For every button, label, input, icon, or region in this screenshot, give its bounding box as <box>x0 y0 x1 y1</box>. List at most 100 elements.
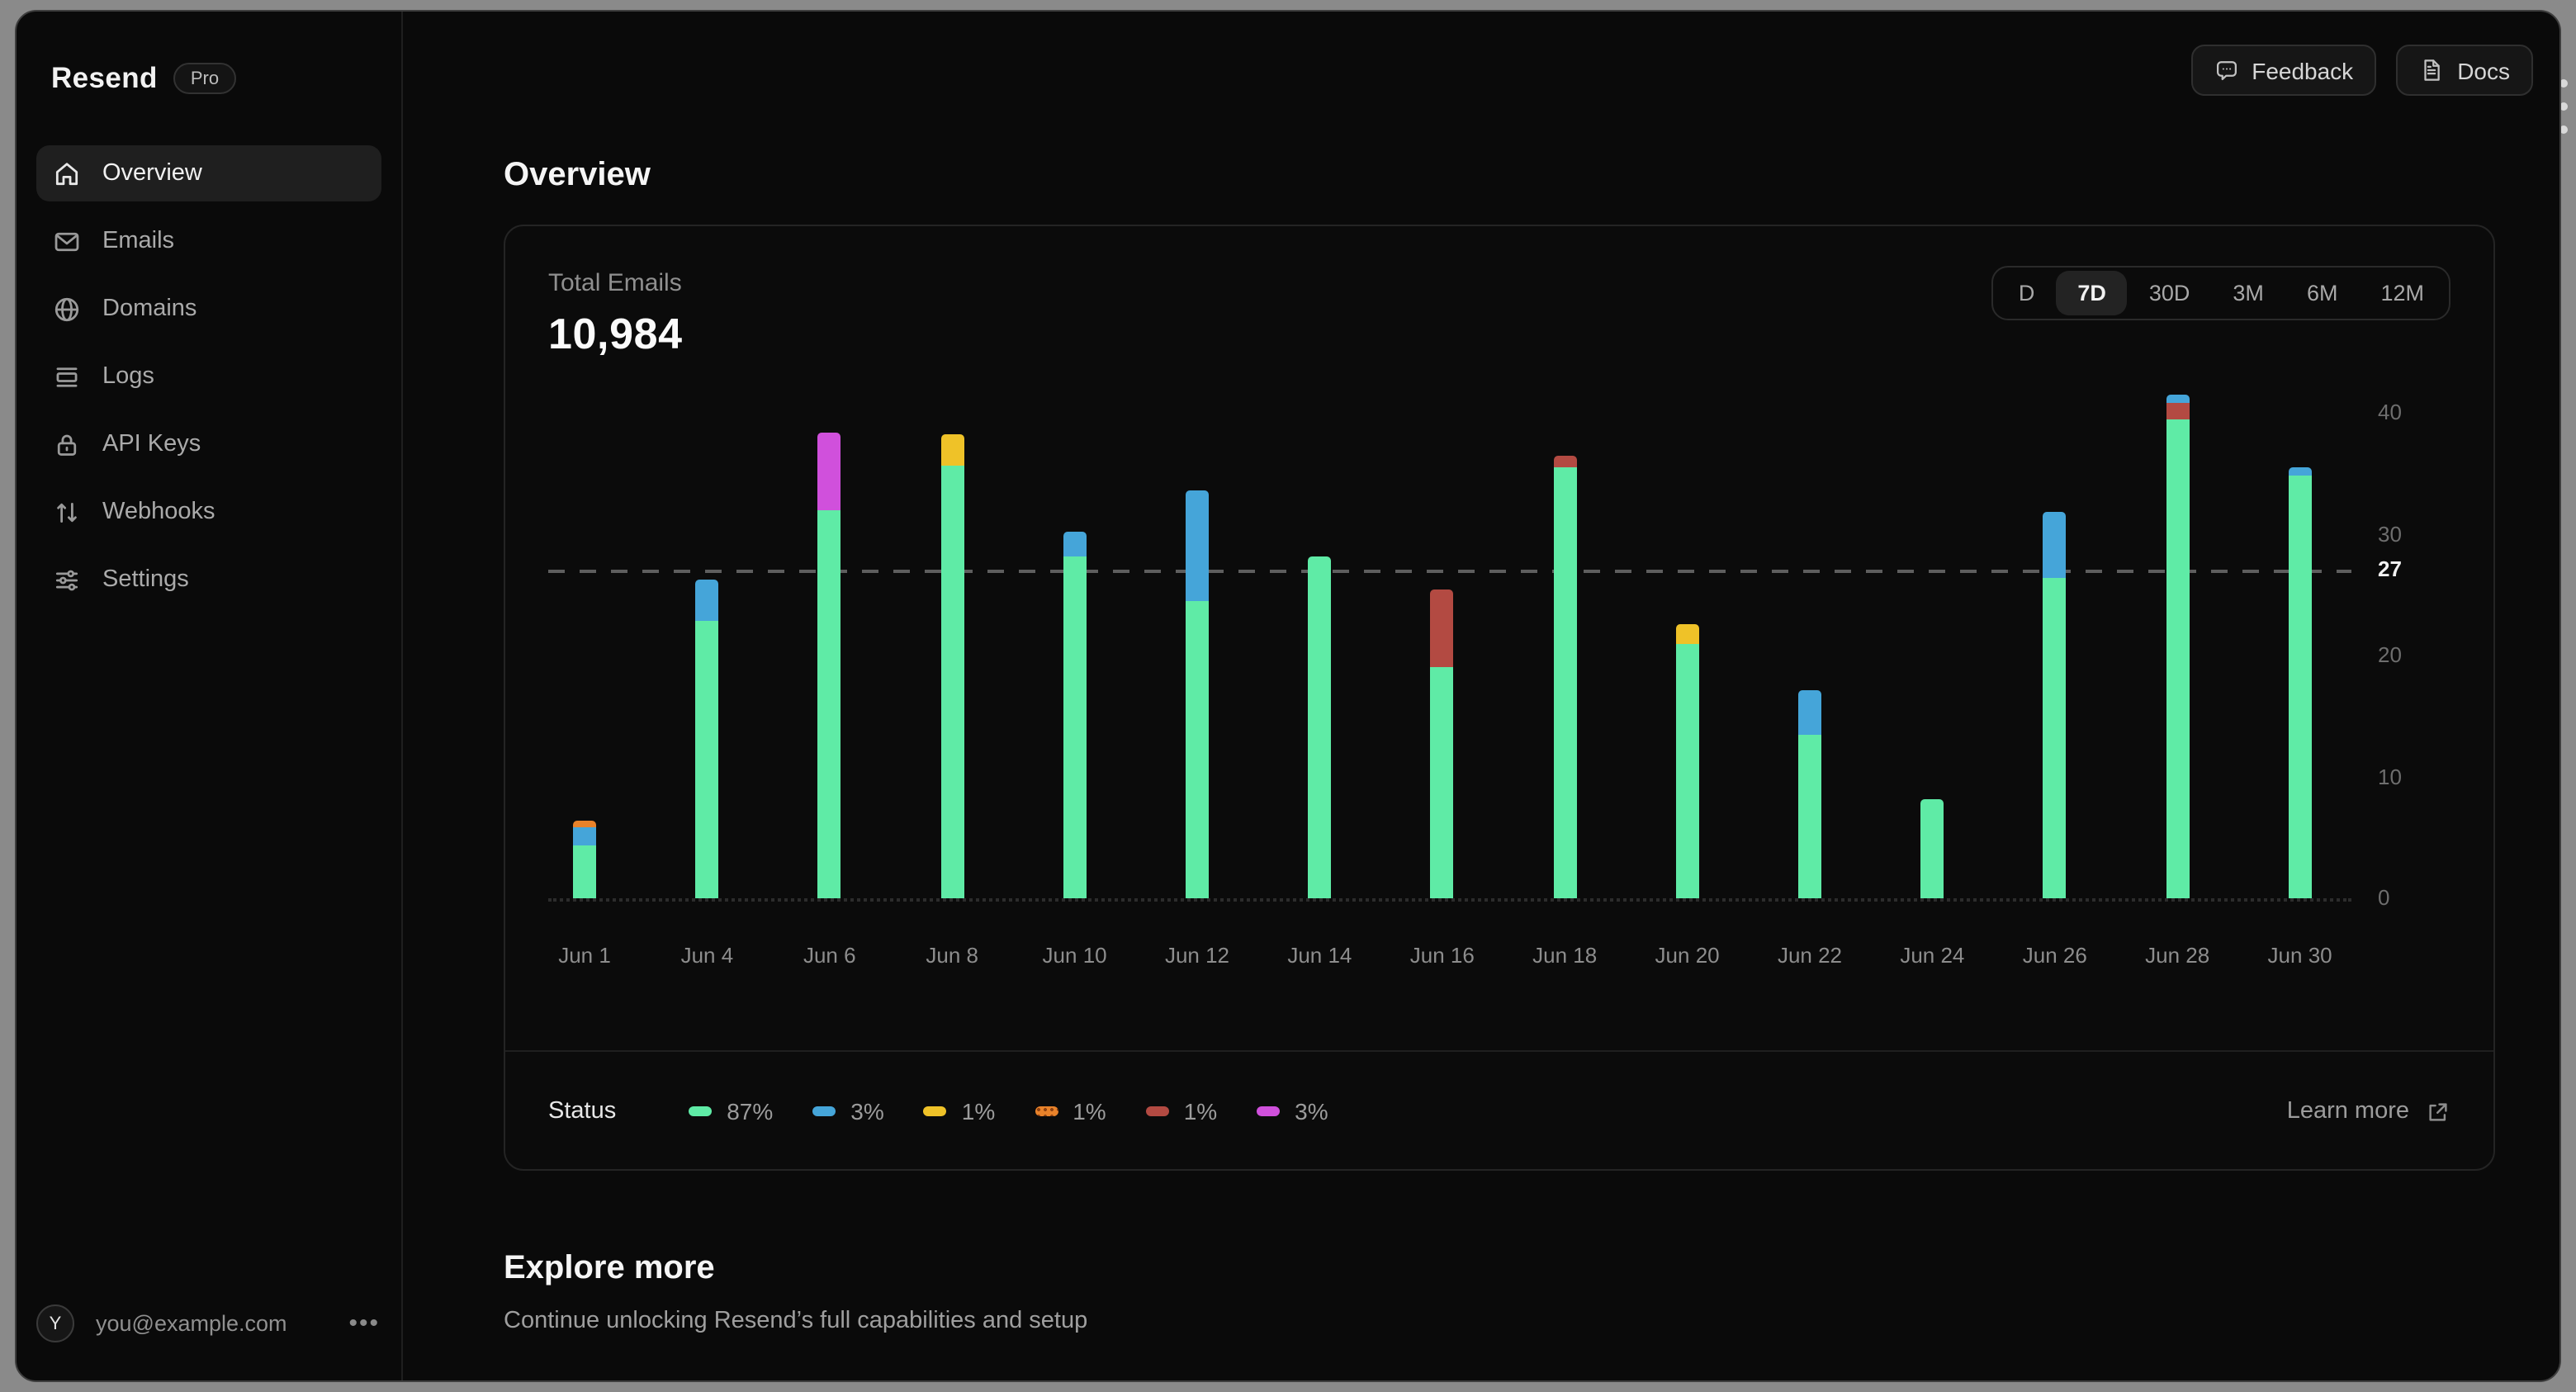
bar-jun-6[interactable] <box>817 432 841 898</box>
bar-segment-green <box>940 466 964 898</box>
plan-badge: Pro <box>173 63 236 94</box>
bar-jun-26[interactable] <box>2043 511 2067 898</box>
y-axis-tick-0: 0 <box>2378 885 2390 910</box>
frame-dot <box>2559 125 2568 134</box>
sidebar-item-label: Emails <box>102 228 175 254</box>
bar-segment-green <box>1798 734 1821 898</box>
sidebar-item-label: Domains <box>102 296 197 322</box>
bar-jun-4[interactable] <box>695 579 719 898</box>
app-window: Resend Pro Overview Emails Domains Logs API … <box>15 10 2561 1382</box>
sidebar-item-emails[interactable]: Emails <box>36 213 381 269</box>
feedback-label: Feedback <box>2252 57 2354 83</box>
legend-swatch-yellow <box>923 1106 947 1116</box>
legend-item-yellow: 1% <box>923 1098 995 1124</box>
docs-button[interactable]: Docs <box>2396 45 2533 96</box>
arrows-up-down-icon <box>53 498 81 526</box>
time-range-selector: D 7D 30D 3M 6M 12M <box>1991 266 2451 320</box>
legend-swatch-magenta <box>1257 1106 1281 1116</box>
x-axis-label: Jun 28 <box>2145 943 2210 968</box>
metric-label: Total Emails <box>548 269 682 297</box>
bar-jun-18[interactable] <box>1553 456 1577 898</box>
x-axis-label: Jun 14 <box>1287 943 1352 968</box>
bar-jun-20[interactable] <box>1675 623 1699 898</box>
x-axis-label: Jun 1 <box>558 943 611 968</box>
legend-row: Status 87% 3% 1% 1% 1% 3% Learn more <box>548 1052 2451 1171</box>
bar-segment-yellow <box>940 433 964 466</box>
user-row[interactable]: Y you@example.com ••• <box>36 1304 386 1342</box>
bar-segment-green <box>1553 467 1577 898</box>
bar-jun-16[interactable] <box>1430 589 1454 898</box>
sidebar-item-label: API Keys <box>102 431 201 457</box>
x-axis-label: Jun 4 <box>680 943 734 968</box>
explore-more-subtitle: Continue unlocking Resend’s full capabil… <box>504 1308 1088 1334</box>
bar-segment-green <box>1430 666 1454 898</box>
bar-segment-blue <box>573 827 596 846</box>
range-30d[interactable]: 30D <box>2148 281 2190 305</box>
bar-segment-red <box>1553 456 1577 468</box>
bar-segment-red <box>1430 589 1454 667</box>
sidebar-item-label: Webhooks <box>102 499 215 525</box>
sidebar-item-settings[interactable]: Settings <box>36 552 381 608</box>
sidebar-item-webhooks[interactable]: Webhooks <box>36 484 381 540</box>
bar-jun-22[interactable] <box>1798 690 1821 898</box>
page-title: Overview <box>504 157 651 193</box>
legend-percentage: 87% <box>727 1098 774 1124</box>
bar-segment-blue <box>1186 490 1209 601</box>
sidebar-item-api-keys[interactable]: API Keys <box>36 416 381 472</box>
x-axis-label: Jun 16 <box>1409 943 1475 968</box>
bar-segment-red <box>2166 403 2190 419</box>
frame-dot <box>2559 79 2568 88</box>
legend-divider <box>505 1050 2493 1052</box>
logs-icon <box>53 362 81 391</box>
bar-jun-10[interactable] <box>1063 532 1087 898</box>
external-link-icon <box>2426 1099 2451 1124</box>
bar-segment-green <box>695 621 719 898</box>
x-axis-label: Jun 26 <box>2022 943 2087 968</box>
bar-jun-1[interactable] <box>573 820 596 898</box>
bar-segment-green <box>1063 556 1087 898</box>
legend-swatch-blue <box>812 1106 836 1116</box>
average-dashed-line <box>548 569 2351 574</box>
learn-more-link[interactable]: Learn more <box>2287 1098 2451 1124</box>
range-6m[interactable]: 6M <box>2306 281 2338 305</box>
legend-swatch-green <box>689 1106 713 1116</box>
avatar: Y <box>36 1304 74 1342</box>
globe-icon <box>53 295 81 323</box>
user-menu-ellipsis-icon[interactable]: ••• <box>348 1309 380 1338</box>
bar-segment-blue <box>1063 532 1087 556</box>
bar-jun-12[interactable] <box>1186 490 1209 898</box>
x-axis-label: Jun 8 <box>926 943 978 968</box>
legend-title: Status <box>548 1098 617 1124</box>
legend-percentage: 1% <box>1073 1098 1106 1124</box>
sidebar-item-domains[interactable]: Domains <box>36 281 381 337</box>
home-icon <box>53 159 81 187</box>
bar-segment-green <box>573 845 596 898</box>
bar-segment-green <box>1675 643 1699 898</box>
bar-segment-blue <box>2043 511 2067 578</box>
bar-jun-28[interactable] <box>2166 395 2190 898</box>
bar-jun-30[interactable] <box>2288 467 2312 898</box>
sidebar-item-label: Logs <box>102 363 154 390</box>
x-axis-label: Jun 12 <box>1164 943 1230 968</box>
legend-swatch-red <box>1145 1106 1169 1116</box>
bar-jun-14[interactable] <box>1308 556 1332 898</box>
bar-segment-green <box>817 509 841 898</box>
legend-percentage: 1% <box>1183 1098 1218 1124</box>
y-axis-tick-10: 10 <box>2378 764 2402 788</box>
range-12m[interactable]: 12M <box>2380 281 2424 305</box>
bar-segment-orange <box>573 820 596 828</box>
sidebar-item-overview[interactable]: Overview <box>36 145 381 201</box>
bar-segment-blue <box>2166 395 2190 404</box>
bar-segment-blue <box>1798 690 1821 735</box>
range-3m[interactable]: 3M <box>2233 281 2264 305</box>
bar-jun-8[interactable] <box>940 433 964 898</box>
range-7d[interactable]: 7D <box>2056 271 2128 315</box>
sidebar-item-logs[interactable]: Logs <box>36 348 381 405</box>
legend-items: 87% 3% 1% 1% 1% 3% <box>689 1098 1328 1124</box>
legend-percentage: 3% <box>850 1098 884 1124</box>
feedback-button[interactable]: Feedback <box>2190 45 2377 96</box>
bar-segment-green <box>2288 476 2312 898</box>
bar-jun-24[interactable] <box>1920 799 1944 898</box>
app-logo: Resend <box>51 61 158 94</box>
range-d[interactable]: D <box>2018 281 2035 305</box>
